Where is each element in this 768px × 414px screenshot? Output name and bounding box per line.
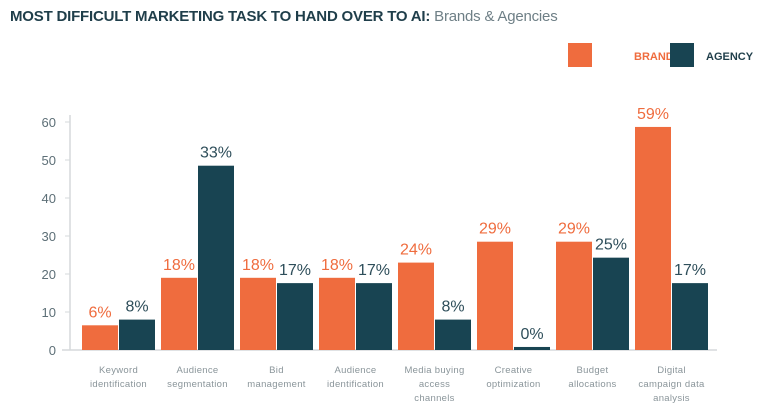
bar-brand xyxy=(161,277,197,350)
bar-agency xyxy=(514,346,550,350)
x-tick-label: allocations xyxy=(568,379,616,390)
x-tick-label: Budget xyxy=(577,365,609,376)
bar-brand xyxy=(319,277,355,350)
data-label-brand: 18% xyxy=(163,257,195,274)
y-tick-label: 30 xyxy=(42,229,56,244)
bar-brand xyxy=(635,126,671,350)
data-label-brand: 29% xyxy=(479,221,511,238)
bar-agency xyxy=(277,283,313,350)
data-label-agency: 17% xyxy=(674,262,706,279)
x-tick-label: segmentation xyxy=(167,379,228,390)
y-tick-label: 20 xyxy=(42,267,56,282)
x-tick-label: Media buying xyxy=(404,365,464,376)
bar-brand xyxy=(82,325,118,350)
data-label-brand: 18% xyxy=(321,257,353,274)
x-tick-label: identification xyxy=(327,379,384,390)
data-label-agency: 17% xyxy=(358,262,390,279)
legend-swatch-brand xyxy=(568,43,592,67)
x-tick-label: Digital xyxy=(657,365,686,376)
bar-agency xyxy=(119,319,155,350)
data-label-agency: 25% xyxy=(595,237,627,254)
title-main: MOST DIFFICULT MARKETING TASK TO HAND OV… xyxy=(10,8,431,25)
x-tick-label: Keyword xyxy=(99,365,138,376)
bar-agency xyxy=(198,165,234,350)
x-tick-label: identification xyxy=(90,379,147,390)
bar-agency xyxy=(672,283,708,350)
data-label-brand: 18% xyxy=(242,257,274,274)
chart-title: MOST DIFFICULT MARKETING TASK TO HAND OV… xyxy=(10,8,558,25)
x-tick-label: access xyxy=(419,379,450,390)
legend-swatch-agency xyxy=(670,43,694,67)
data-label-brand: 59% xyxy=(637,106,669,123)
data-label-agency: 0% xyxy=(520,326,543,343)
data-label-agency: 8% xyxy=(441,299,464,316)
bar-agency xyxy=(356,283,392,350)
bar-agency xyxy=(593,257,629,350)
y-tick-label: 40 xyxy=(42,191,56,206)
x-tick-label: management xyxy=(247,379,306,390)
bar-brand xyxy=(477,241,513,350)
data-label-brand: 29% xyxy=(558,221,590,238)
x-tick-label: campaign data xyxy=(638,379,705,390)
x-tick-label: channels xyxy=(414,393,454,404)
y-tick-label: 50 xyxy=(42,153,56,168)
legend-label-brand: BRAND xyxy=(634,51,674,63)
y-tick-label: 10 xyxy=(42,305,56,320)
y-tick-label: 0 xyxy=(49,343,56,358)
bar-brand xyxy=(556,241,592,350)
bar-brand xyxy=(398,262,434,350)
legend-label-agency: AGENCY xyxy=(706,51,754,63)
y-tick-label: 60 xyxy=(42,115,56,130)
data-label-brand: 6% xyxy=(88,304,111,321)
chart-subtitle: Brands & Agencies xyxy=(434,8,558,25)
bar-agency xyxy=(435,319,471,350)
x-tick-label: Creative xyxy=(495,365,533,376)
x-tick-label: optimization xyxy=(486,379,540,390)
x-tick-label: analysis xyxy=(653,393,690,404)
x-tick-label: Audience xyxy=(334,365,376,376)
x-tick-label: Bid xyxy=(269,365,284,376)
data-label-agency: 33% xyxy=(200,145,232,162)
bar-brand xyxy=(240,277,276,350)
data-label-agency: 17% xyxy=(279,262,311,279)
data-label-brand: 24% xyxy=(400,242,432,259)
x-tick-label: Audience xyxy=(176,365,218,376)
data-label-agency: 8% xyxy=(125,299,148,316)
